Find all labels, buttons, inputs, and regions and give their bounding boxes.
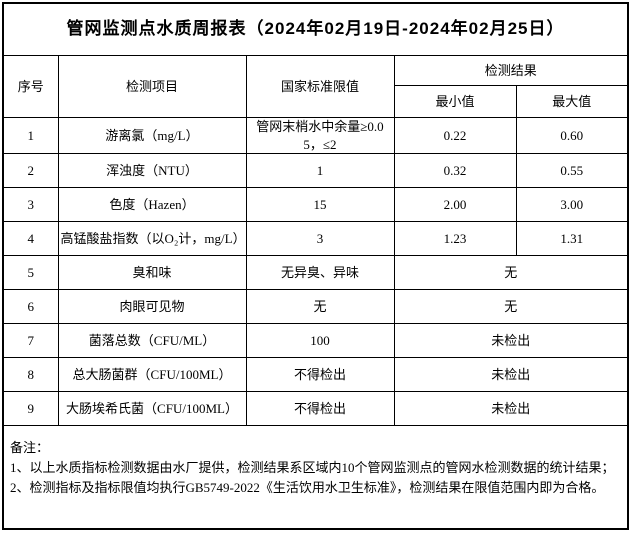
cell-index: 4 — [2, 221, 59, 257]
table-row: 3 色度（Hazen） 15 2.00 3.00 — [2, 187, 629, 223]
cell-item: 菌落总数（CFU/ML） — [57, 323, 247, 359]
cell-limit: 100 — [245, 323, 395, 359]
col-header-index: 序号 — [2, 55, 59, 118]
col-header-result: 检测结果 — [393, 55, 629, 86]
cell-max: 3.00 — [515, 187, 629, 223]
cell-item: 臭和味 — [57, 255, 247, 291]
col-header-limit: 国家标准限值 — [245, 55, 395, 118]
table-row: 6 肉眼可见物 无 无 — [2, 289, 629, 325]
cell-result-merged: 未检出 — [393, 323, 629, 359]
cell-limit: 不得检出 — [245, 391, 395, 427]
table-row: 8 总大肠菌群（CFU/100ML） 不得检出 未检出 — [2, 357, 629, 393]
cell-limit: 1 — [245, 153, 395, 189]
cell-result-merged: 无 — [393, 255, 629, 291]
cell-limit: 15 — [245, 187, 395, 223]
cell-limit: 3 — [245, 221, 395, 257]
cell-item: 肉眼可见物 — [57, 289, 247, 325]
table-row: 9 大肠埃希氏菌（CFU/100ML） 不得检出 未检出 — [2, 391, 629, 427]
notes-row: 备注： 1、以上水质指标检测数据由水厂提供，检测结果系区域内10个管网监测点的管… — [2, 425, 629, 530]
note-line-2: 2、检测指标及指标限值均执行GB5749-2022《生活饮用水卫生标准》，检测结… — [10, 480, 605, 496]
cell-item: 大肠埃希氏菌（CFU/100ML） — [57, 391, 247, 427]
cell-limit: 无异臭、异味 — [245, 255, 395, 291]
cell-max: 1.31 — [515, 221, 629, 257]
cell-index: 1 — [2, 116, 59, 155]
table-row: 7 菌落总数（CFU/ML） 100 未检出 — [2, 323, 629, 359]
cell-index: 7 — [2, 323, 59, 359]
cell-index: 2 — [2, 153, 59, 189]
cell-min: 1.23 — [393, 221, 517, 257]
title-row: 管网监测点水质周报表（2024年02月19日-2024年02月25日） — [2, 2, 629, 56]
notes-block: 备注： 1、以上水质指标检测数据由水厂提供，检测结果系区域内10个管网监测点的管… — [10, 438, 621, 498]
notes-cell: 备注： 1、以上水质指标检测数据由水厂提供，检测结果系区域内10个管网监测点的管… — [2, 425, 629, 530]
header-row-top: 序号 检测项目 国家标准限值 检测结果 — [2, 55, 629, 118]
cell-item: 游离氯（mg/L） — [57, 116, 247, 155]
cell-item: 高锰酸盐指数（以O₂计，mg/L） — [57, 221, 247, 257]
col-header-item: 检测项目 — [57, 55, 247, 118]
cell-max: 0.60 — [515, 116, 629, 155]
cell-index: 6 — [2, 289, 59, 325]
table-row: 2 浑浊度（NTU） 1 0.32 0.55 — [2, 153, 629, 189]
cell-index: 3 — [2, 187, 59, 223]
table-row: 5 臭和味 无异臭、异味 无 — [2, 255, 629, 291]
cell-item: 浑浊度（NTU） — [57, 153, 247, 189]
cell-result-merged: 未检出 — [393, 391, 629, 427]
cell-min: 0.22 — [393, 116, 517, 155]
cell-limit: 无 — [245, 289, 395, 325]
col-header-max: 最大值 — [515, 85, 629, 118]
note-line-1: 1、以上水质指标检测数据由水厂提供，检测结果系区域内10个管网监测点的管网水检测… — [10, 460, 615, 476]
cell-result-merged: 无 — [393, 289, 629, 325]
table-row: 1 游离氯（mg/L） 管网末梢水中余量≥0.05，≤2 0.22 0.60 — [2, 116, 629, 155]
notes-label: 备注： — [10, 440, 50, 456]
cell-limit: 管网末梢水中余量≥0.05，≤2 — [245, 116, 395, 155]
report-title: 管网监测点水质周报表（2024年02月19日-2024年02月25日） — [2, 2, 629, 56]
col-header-min: 最小值 — [393, 85, 517, 118]
cell-limit: 不得检出 — [245, 357, 395, 393]
cell-index: 5 — [2, 255, 59, 291]
cell-index: 9 — [2, 391, 59, 427]
cell-result-merged: 未检出 — [393, 357, 629, 393]
cell-index: 8 — [2, 357, 59, 393]
cell-item: 色度（Hazen） — [57, 187, 247, 223]
cell-max: 0.55 — [515, 153, 629, 189]
header-row-sub: 最小值 最大值 — [3, 85, 629, 118]
cell-min: 0.32 — [393, 153, 517, 189]
table-row: 4 高锰酸盐指数（以O₂计，mg/L） 3 1.23 1.31 — [2, 221, 629, 257]
cell-item: 总大肠菌群（CFU/100ML） — [57, 357, 247, 393]
cell-min: 2.00 — [393, 187, 517, 223]
